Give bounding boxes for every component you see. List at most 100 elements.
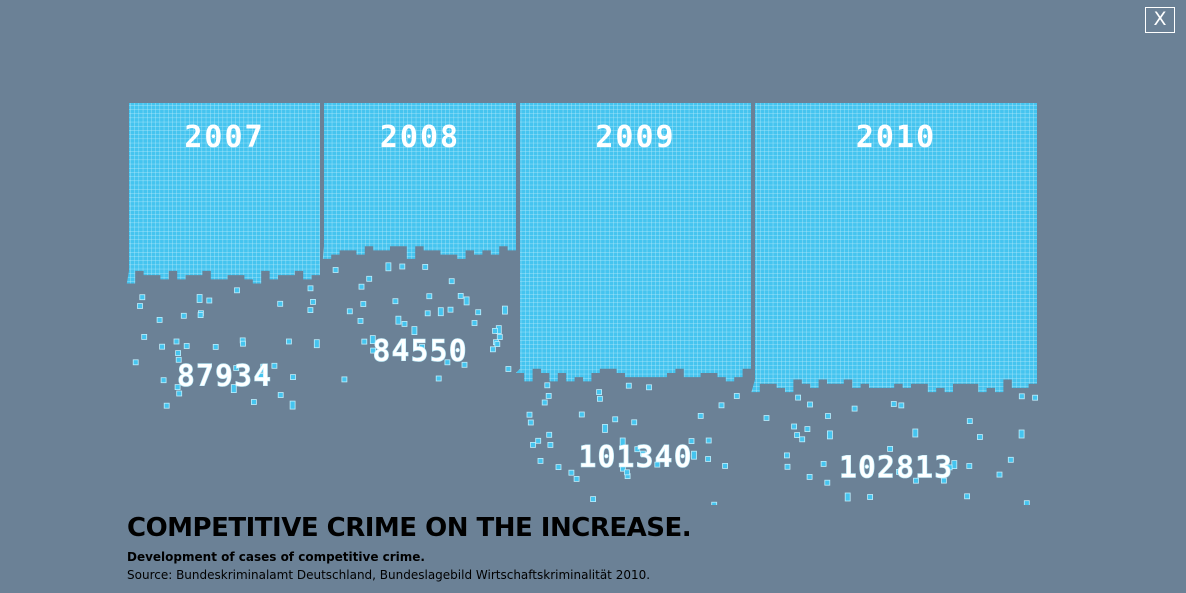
- scatter-pixel: [307, 285, 314, 292]
- scatter-pixel: [277, 392, 284, 398]
- scatter-pixel: [424, 310, 431, 317]
- scatter-pixel: [385, 262, 392, 272]
- scatter-pixel: [733, 393, 740, 399]
- scatter-pixel: [977, 434, 983, 440]
- scatter-pixel: [602, 423, 608, 433]
- scatter-pixel: [411, 326, 418, 336]
- scatter-pixel: [896, 468, 902, 475]
- scatter-pixel: [578, 411, 585, 418]
- scatter-pixel: [426, 293, 433, 300]
- scatter-pixel: [357, 317, 364, 324]
- scatter-pixel: [590, 496, 596, 503]
- scatter-pixel: [137, 303, 143, 309]
- scatter-pixel: [688, 438, 695, 445]
- scatter-pixel: [173, 338, 180, 345]
- scatter-pixel: [1007, 456, 1014, 463]
- scatter-pixel: [530, 441, 536, 448]
- scatter-pixel: [804, 426, 811, 433]
- scatter-pixel: [250, 399, 257, 405]
- scatter-pixel: [361, 338, 368, 345]
- chart-title: COMPETITIVE CRIME ON THE INCREASE.: [127, 513, 692, 543]
- scatter-pixel: [212, 343, 219, 350]
- scatter-pixel: [634, 446, 641, 453]
- scatter-pixel: [310, 298, 316, 305]
- scatter-pixel: [471, 320, 478, 326]
- scatter-pixel: [435, 375, 442, 382]
- scatter-pixel: [526, 411, 533, 418]
- scatter-pixel: [233, 365, 240, 371]
- scatter-pixel: [475, 309, 482, 316]
- scatter-pixel: [360, 301, 367, 307]
- value-label: 84550: [372, 334, 467, 369]
- scatter-pixel: [806, 473, 813, 480]
- scatter-pixel: [827, 430, 833, 440]
- scatter-pixel: [966, 418, 973, 425]
- scatter-pixel: [258, 372, 264, 379]
- scatter-pixel: [825, 413, 831, 419]
- scatter-pixel: [718, 402, 725, 409]
- scatter-pixel: [546, 431, 553, 438]
- value-label: 101340: [578, 440, 692, 475]
- scatter-pixel: [448, 278, 455, 285]
- scatter-pixel: [795, 394, 801, 401]
- scatter-pixel: [505, 366, 512, 372]
- scatter-pixel: [722, 462, 728, 469]
- scatter-pixel: [197, 312, 204, 319]
- scatter-pixel: [791, 423, 797, 430]
- scatter-pixel: [697, 412, 704, 419]
- scatter-pixel: [851, 405, 858, 412]
- scatter-pixel: [784, 452, 790, 459]
- scatter-pixel: [176, 390, 183, 397]
- chart-subtitle: Development of cases of competitive crim…: [127, 550, 425, 564]
- scatter-pixel: [763, 415, 770, 421]
- scatter-pixel: [573, 475, 580, 482]
- scatter-pixel: [1023, 500, 1030, 505]
- scatter-pixel: [867, 494, 873, 500]
- bar-2010: [751, 103, 1037, 393]
- scatter-pixel: [180, 312, 187, 319]
- bar-2009: [515, 103, 751, 382]
- scatter-pixel: [941, 477, 947, 484]
- scatter-pixel: [612, 416, 619, 423]
- scatter-pixel: [437, 307, 444, 317]
- category-label: 2007: [184, 120, 264, 155]
- scatter-pixel: [358, 283, 365, 290]
- scatter-pixel: [705, 456, 711, 462]
- scatter-pixel: [625, 382, 632, 389]
- scatter-pixel: [159, 343, 166, 350]
- scatter-pixel: [457, 292, 464, 299]
- value-label: 102813: [839, 451, 953, 486]
- scatter-pixel: [946, 464, 953, 471]
- scatter-pixel: [307, 307, 314, 314]
- scatter-pixel: [285, 338, 292, 345]
- scatter-pixel: [492, 327, 498, 334]
- bar-2007: [126, 103, 320, 284]
- close-button[interactable]: X: [1145, 7, 1175, 33]
- scatter-pixel: [996, 471, 1003, 478]
- scatter-pixel: [544, 382, 551, 389]
- scatter-pixel: [422, 263, 429, 270]
- scatter-pixel: [206, 297, 213, 304]
- scatter-pixel: [913, 477, 919, 484]
- scatter-pixel: [541, 399, 548, 406]
- scatter-pixel: [461, 361, 468, 368]
- scatter-pixel: [399, 263, 406, 270]
- scatter-pixel: [271, 362, 278, 369]
- scatter-pixel: [175, 356, 182, 363]
- scatter-pixel: [527, 419, 534, 426]
- scatter-pixel: [640, 450, 646, 457]
- scatter-pixel: [545, 392, 552, 399]
- scatter-pixel: [537, 457, 544, 464]
- scatter-pixel: [898, 402, 905, 409]
- chart-source: Source: Bundeskriminalamt Deutschland, B…: [127, 568, 651, 582]
- scatter-pixel: [132, 359, 139, 366]
- scatter-pixel: [290, 374, 296, 381]
- scatter-pixel: [620, 462, 626, 472]
- scatter-pixel: [619, 437, 626, 447]
- scatter-pixel: [711, 501, 718, 505]
- scatter-pixel: [824, 479, 831, 486]
- scatter-pixel: [597, 395, 603, 402]
- scatter-pixel: [313, 339, 320, 349]
- scatter-pixel: [1032, 394, 1038, 401]
- scatter-pixel: [807, 401, 813, 408]
